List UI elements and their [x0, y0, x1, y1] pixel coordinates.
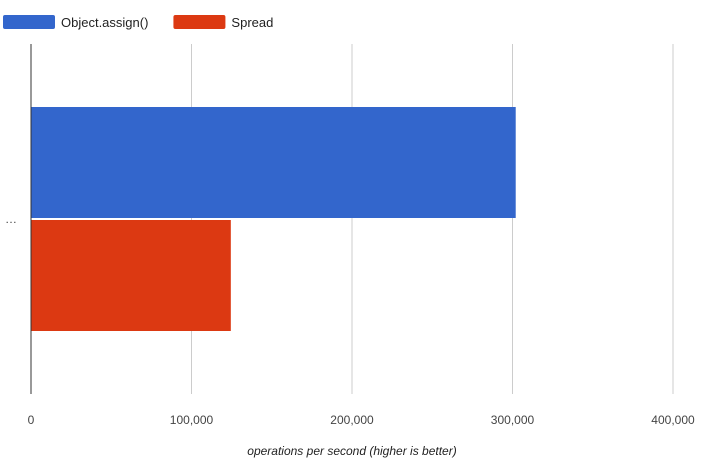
legend-item[interactable]: Object.assign(): [3, 15, 148, 30]
x-tick-label: 0: [28, 413, 35, 427]
bar-spread[interactable]: [31, 220, 231, 331]
legend-label: Object.assign(): [61, 15, 148, 30]
bar-object-assign[interactable]: [31, 107, 516, 218]
x-tick-label: 300,000: [491, 413, 535, 427]
legend[interactable]: Object.assign() Spread: [3, 15, 273, 30]
legend-label: Spread: [231, 15, 273, 30]
x-axis-title: operations per second (higher is better): [247, 444, 456, 458]
bars: [31, 107, 516, 331]
x-tick-label: 400,000: [651, 413, 695, 427]
x-tick-label: 200,000: [330, 413, 374, 427]
gridlines: [191, 44, 674, 394]
category-label: …: [5, 212, 17, 226]
x-tick-label: 100,000: [170, 413, 214, 427]
legend-swatch: [3, 15, 55, 29]
category-labels: …: [5, 212, 17, 226]
x-axis-ticks: 0 100,000 200,000 300,000 400,000: [28, 413, 695, 427]
legend-swatch: [173, 15, 226, 29]
legend-item[interactable]: Spread: [173, 15, 273, 30]
